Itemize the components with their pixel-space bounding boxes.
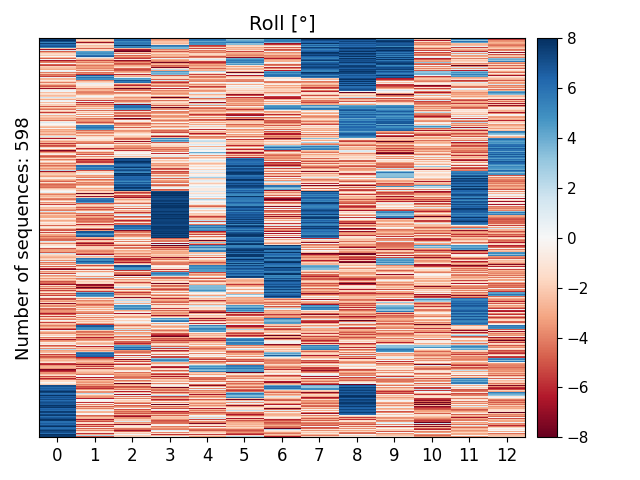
Title: Roll [°]: Roll [°] (248, 15, 316, 34)
Y-axis label: Number of sequences: 598: Number of sequences: 598 (15, 116, 33, 360)
